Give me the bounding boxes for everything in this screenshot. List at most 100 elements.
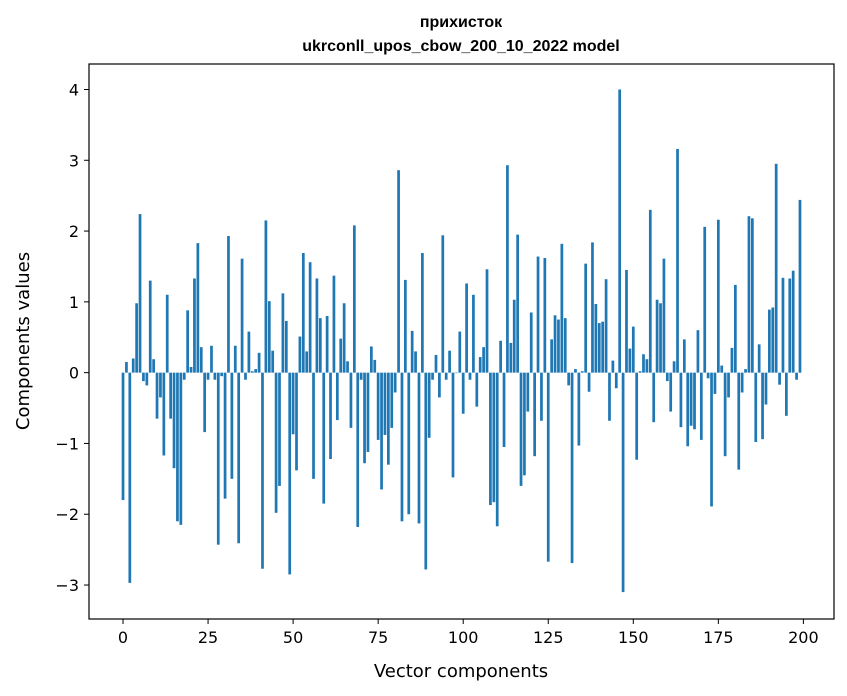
bar: [502, 372, 506, 447]
bar: [672, 361, 676, 373]
bar: [540, 372, 543, 421]
bar: [387, 372, 390, 465]
bar: [543, 257, 547, 373]
bar: [608, 372, 611, 421]
bar: [281, 293, 285, 373]
bar: [614, 372, 618, 389]
bar: [233, 345, 237, 373]
bar: [441, 235, 445, 373]
bar: [727, 372, 730, 398]
bar: [237, 372, 241, 544]
bar: [230, 372, 234, 479]
bar: [611, 360, 615, 373]
bar: [393, 372, 397, 393]
bar: [601, 321, 605, 373]
bar: [404, 279, 407, 373]
bar: [390, 372, 394, 428]
bar: [206, 372, 210, 380]
bar: [267, 301, 271, 373]
bar: [438, 372, 441, 398]
bar: [291, 372, 295, 435]
bar: [574, 369, 577, 373]
bar: [342, 303, 346, 373]
bar: [366, 372, 370, 452]
chart-subtitle: ukrconll_upos_cbow_200_10_2022 model: [302, 38, 619, 55]
bar: [142, 372, 145, 382]
x-tick-label: 50: [283, 628, 303, 647]
bar: [383, 372, 387, 435]
bar: [492, 372, 496, 503]
bar: [679, 372, 683, 428]
bar: [482, 347, 485, 373]
bar: [584, 263, 588, 373]
bar: [250, 371, 254, 373]
bar: [771, 307, 775, 373]
bar: [706, 372, 710, 379]
bar: [495, 372, 499, 527]
chart-title: прихисток: [420, 14, 503, 31]
bar: [186, 310, 190, 373]
bar: [169, 372, 172, 419]
bar: [546, 372, 550, 562]
bar: [451, 372, 455, 478]
y-tick-label: −2: [55, 505, 79, 524]
bar: [284, 320, 288, 373]
bar: [489, 372, 492, 506]
bar: [550, 339, 554, 373]
bar: [523, 372, 526, 476]
bar: [665, 372, 669, 382]
bar: [335, 372, 339, 421]
y-axis: −3 −2 −1 0 1 2 3 4: [55, 80, 89, 595]
bar: [475, 372, 479, 407]
bar: [774, 163, 778, 373]
bar: [199, 347, 203, 373]
bar: [461, 372, 465, 414]
bar: [373, 359, 377, 373]
bar: [298, 336, 302, 373]
bar: [618, 89, 622, 373]
y-tick-label: 3: [69, 151, 79, 170]
y-axis-label: Components values: [13, 252, 34, 430]
x-tick-label: 0: [118, 628, 128, 647]
bar: [788, 278, 792, 373]
bar: [414, 351, 417, 373]
bar: [506, 165, 509, 373]
bar: [699, 372, 703, 440]
x-tick-label: 100: [448, 628, 479, 647]
bar: [597, 323, 601, 373]
bar: [182, 372, 186, 380]
bar: [737, 372, 741, 470]
bar: [407, 372, 411, 515]
bar: [131, 358, 135, 373]
bar: [308, 262, 312, 373]
bar: [176, 372, 179, 522]
bar: [305, 351, 309, 373]
bar: [312, 372, 315, 479]
bar: [594, 303, 598, 373]
bar: [631, 326, 635, 373]
bar: [754, 372, 758, 443]
bar: [315, 278, 319, 373]
bar: [713, 372, 717, 394]
bar: [448, 350, 451, 373]
bar: [193, 278, 196, 373]
bar: [696, 330, 700, 373]
bar: [145, 372, 149, 386]
bar: [278, 372, 281, 486]
bar: [635, 372, 639, 460]
bar: [768, 309, 771, 373]
bar: [533, 372, 536, 457]
bar: [468, 372, 472, 380]
bar: [655, 299, 659, 373]
bar: [424, 372, 428, 570]
bar: [220, 372, 224, 377]
bar: [733, 284, 737, 373]
y-tick-label: 0: [69, 364, 79, 383]
bar: [621, 372, 625, 593]
bar: [216, 372, 220, 545]
bar: [179, 372, 183, 525]
x-tick-label: 25: [198, 628, 218, 647]
bar: [580, 371, 584, 373]
bar: [485, 269, 489, 373]
